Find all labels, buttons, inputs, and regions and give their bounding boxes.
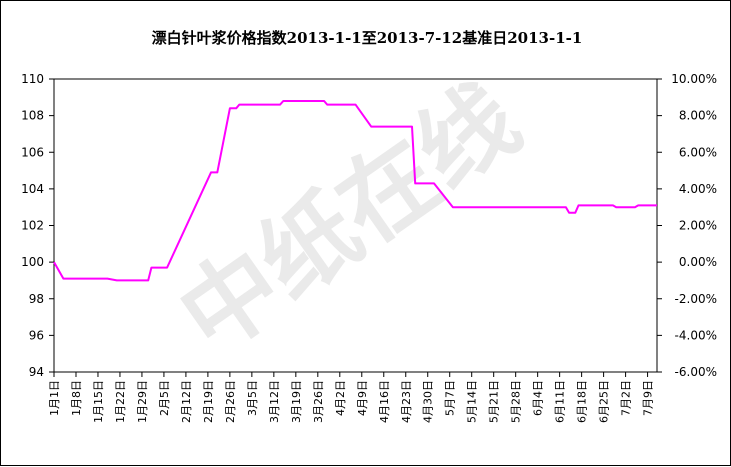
x-tick-label: 1月22日 xyxy=(114,380,127,423)
y2-tick-label: 4.00% xyxy=(679,182,717,196)
x-tick-label: 4月23日 xyxy=(400,380,413,423)
y-tick-label: 104 xyxy=(21,182,44,196)
x-tick-label: 3月12日 xyxy=(268,380,281,423)
x-tick-label: 3月5日 xyxy=(246,380,259,416)
y2-tick-label: 10.00% xyxy=(671,72,717,86)
x-tick-label: 5月21日 xyxy=(488,380,501,423)
x-tick-label: 5月28日 xyxy=(510,380,523,423)
x-tick-label: 3月26日 xyxy=(312,380,325,423)
x-tick-label: 4月9日 xyxy=(356,380,369,416)
x-tick-label: 7月9日 xyxy=(642,380,655,416)
y-axis-left: 94 96 98 100 102 104 106 108 110 xyxy=(21,72,54,379)
watermark-text: 中纸在线 xyxy=(160,63,539,375)
x-tick-label: 6月18日 xyxy=(576,380,589,423)
y-tick-label: 102 xyxy=(21,219,44,233)
y-tick-label: 96 xyxy=(29,328,44,342)
x-tick-label: 1月29日 xyxy=(136,380,149,423)
x-tick-label: 6月4日 xyxy=(532,380,545,416)
x-tick-label: 1月1日 xyxy=(48,380,61,416)
y2-tick-label: 2.00% xyxy=(679,219,717,233)
y-tick-label: 106 xyxy=(21,145,44,159)
x-tick-label: 2月19日 xyxy=(202,380,215,423)
x-tick-label: 3月19日 xyxy=(290,380,303,423)
x-tick-label: 2月26日 xyxy=(224,380,237,423)
x-tick-label: 6月11日 xyxy=(554,380,567,423)
series-line-0 xyxy=(53,100,657,282)
x-tick-label: 1月8日 xyxy=(70,380,83,416)
x-tick-label: 5月7日 xyxy=(444,380,457,416)
y2-tick-label: -6.00% xyxy=(675,365,717,379)
y-axis-right: -6.00% -4.00% -2.00% 0.00% 2.00% 4.00% 6.00% 8.… xyxy=(657,72,717,379)
y-tick-label: 100 xyxy=(21,255,44,269)
x-tick-label: 2月12日 xyxy=(180,380,193,423)
y2-tick-label: 0.00% xyxy=(679,255,717,269)
x-tick-label: 5月14日 xyxy=(466,380,479,423)
x-tick-label: 1月15日 xyxy=(92,380,105,423)
y-tick-label: 98 xyxy=(29,292,44,306)
y-tick-label: 94 xyxy=(29,365,44,379)
watermark: 中纸在线 xyxy=(160,63,539,375)
series-group xyxy=(53,100,657,282)
y2-tick-label: 8.00% xyxy=(679,109,717,123)
y-tick-label: 108 xyxy=(21,109,44,123)
x-tick-label: 4月2日 xyxy=(334,380,347,416)
x-tick-label: 4月16日 xyxy=(378,380,391,423)
y-tick-label: 110 xyxy=(21,72,44,86)
x-tick-label: 2月5日 xyxy=(158,380,171,416)
x-tick-label: 4月30日 xyxy=(422,380,435,423)
x-tick-label: 6月25日 xyxy=(598,380,611,423)
y2-tick-label: -2.00% xyxy=(675,292,717,306)
x-tick-label: 7月2日 xyxy=(620,380,633,416)
y2-tick-label: 6.00% xyxy=(679,145,717,159)
x-axis: 1月1日 1月8日 1月15日 1月22日 1月29日 2月5日 2月12日 2月19日 2月2… xyxy=(48,372,655,423)
chart-title: 漂白针叶浆价格指数2013-1-1至2013-7-12基准日2013-1-1 xyxy=(152,29,583,47)
y2-tick-label: -4.00% xyxy=(675,328,717,342)
